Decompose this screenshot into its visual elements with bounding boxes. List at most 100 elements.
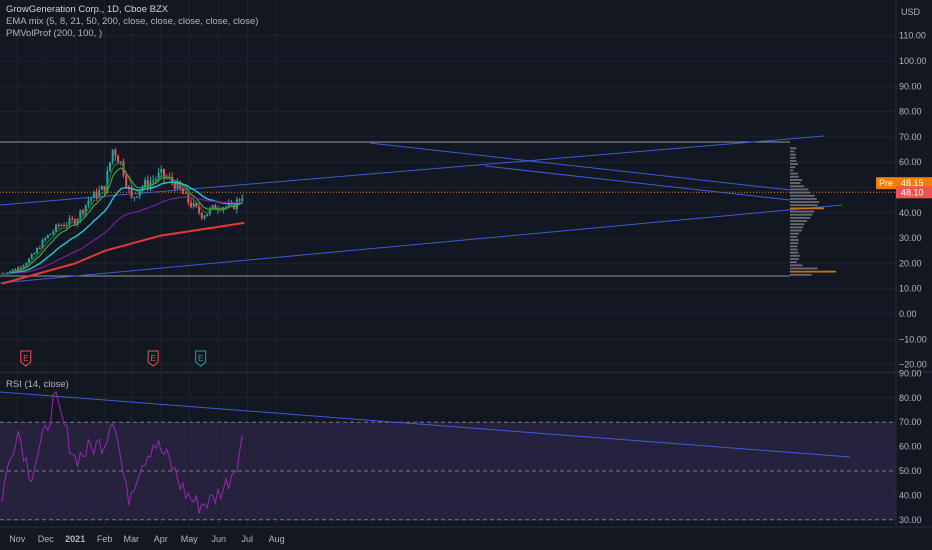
volume-profile-bar (790, 160, 797, 162)
candle-body (203, 216, 206, 219)
currency-label: USD (901, 7, 921, 17)
symbol-title[interactable]: GrowGeneration Corp., 1D, Cboe BZX (6, 4, 169, 15)
volume-profile-bar (790, 254, 800, 257)
candle-body (52, 231, 55, 234)
candle-body (176, 181, 179, 189)
earnings-flag (195, 350, 207, 367)
ema-legend[interactable]: EMA mix (5, 8, 21, 50, 200, close, close… (6, 16, 259, 27)
candle-body (154, 179, 157, 181)
rsi-tick-label: 30.00 (899, 515, 922, 525)
volume-profile-bar (790, 156, 796, 159)
candle-body (60, 225, 63, 227)
rsi-legend[interactable]: RSI (14, close) (6, 379, 69, 390)
candle-body (225, 206, 228, 208)
pre-label: Pre (879, 178, 893, 188)
price-tick-label: 20.00 (899, 258, 922, 268)
candle-body (55, 224, 57, 232)
candle-body (157, 172, 160, 180)
volume-profile-bar (790, 204, 818, 207)
earnings-flag (147, 350, 159, 367)
rsi-line (1, 391, 243, 514)
candle-body (46, 234, 49, 239)
candle-body (38, 247, 41, 249)
price-tick-label: 60.00 (899, 157, 922, 167)
candle-body (71, 218, 74, 220)
earnings-flag (20, 350, 32, 367)
price-tick-label: 90.00 (899, 81, 922, 91)
price-tick-label: 30.00 (899, 233, 922, 243)
candle-body (144, 179, 147, 187)
candle-body (133, 197, 136, 199)
candle-body (192, 202, 195, 207)
candle-body (173, 182, 176, 189)
time-axis-label: Mar (124, 534, 140, 544)
candle-body (22, 265, 25, 268)
candle-body (146, 179, 149, 188)
candle-body (19, 267, 22, 269)
earnings-marker-2: E (195, 350, 207, 367)
volume-profile-bar (790, 191, 810, 194)
candle-body (206, 213, 209, 217)
earnings-letter: E (198, 354, 203, 363)
candle-body (114, 149, 117, 156)
candle-body (30, 254, 33, 259)
candle-body (198, 206, 201, 213)
candle-body (68, 218, 71, 225)
candle-body (41, 239, 44, 249)
candle-body (214, 205, 217, 211)
candle-body (211, 205, 214, 209)
candle-body (241, 198, 244, 201)
time-axis-label: Feb (97, 534, 113, 544)
candle-body (227, 203, 230, 207)
volume-profile-bar (790, 179, 803, 181)
candle-body (57, 224, 60, 226)
volume-profile-bar (790, 201, 820, 203)
earnings-letter: E (150, 354, 155, 363)
volume-profile-bar (790, 197, 817, 200)
candle-body (119, 161, 122, 163)
volume-profile-bar (790, 264, 803, 267)
volume-profile-bar (790, 245, 798, 248)
volume-profile-bar (790, 188, 809, 191)
candle-body (160, 169, 163, 173)
volume-profile-legend[interactable]: PMVolProf (200, 100, ) (6, 28, 103, 39)
candle-body (87, 200, 90, 205)
candle-body (136, 196, 138, 198)
earnings-marker-0: E (20, 350, 32, 367)
volume-profile-bar (790, 242, 799, 245)
time-axis-label: Nov (9, 534, 26, 544)
volume-profile-bar (790, 220, 808, 222)
pre-market-badge: Pre 48.15 (876, 177, 932, 190)
volume-profile-bar (790, 175, 799, 178)
candle-body (138, 189, 141, 197)
pre-label-bg (876, 177, 896, 190)
candle-body (36, 247, 39, 253)
candle-body (195, 202, 198, 207)
time-axis-label: Jul (241, 534, 253, 544)
candle-body (79, 210, 82, 220)
candle-body (130, 188, 133, 198)
candle-body (190, 202, 192, 207)
volume-profile-bar (790, 163, 798, 165)
candle-body (111, 149, 114, 163)
pre-value: 48.15 (901, 178, 924, 188)
candle-body (17, 267, 20, 271)
candle-body (49, 233, 52, 235)
volume-profile-bar (790, 153, 796, 156)
earnings-marker-1: E (147, 350, 159, 367)
time-axis-label: Aug (269, 534, 285, 544)
candle-body (181, 188, 184, 194)
candle-body (14, 269, 17, 271)
trend-line-2 (369, 142, 791, 191)
time-axis-label: Dec (38, 534, 55, 544)
volume-profile-bar (790, 248, 798, 251)
candle-body (98, 190, 101, 198)
volume-profile-bar (790, 261, 797, 264)
volume-profile-bar (790, 147, 797, 150)
volume-profile-bar (790, 235, 798, 238)
price-tick-label: −20.00 (899, 360, 927, 370)
last-value-bg (896, 186, 932, 199)
last-value: 48.10 (901, 187, 924, 197)
